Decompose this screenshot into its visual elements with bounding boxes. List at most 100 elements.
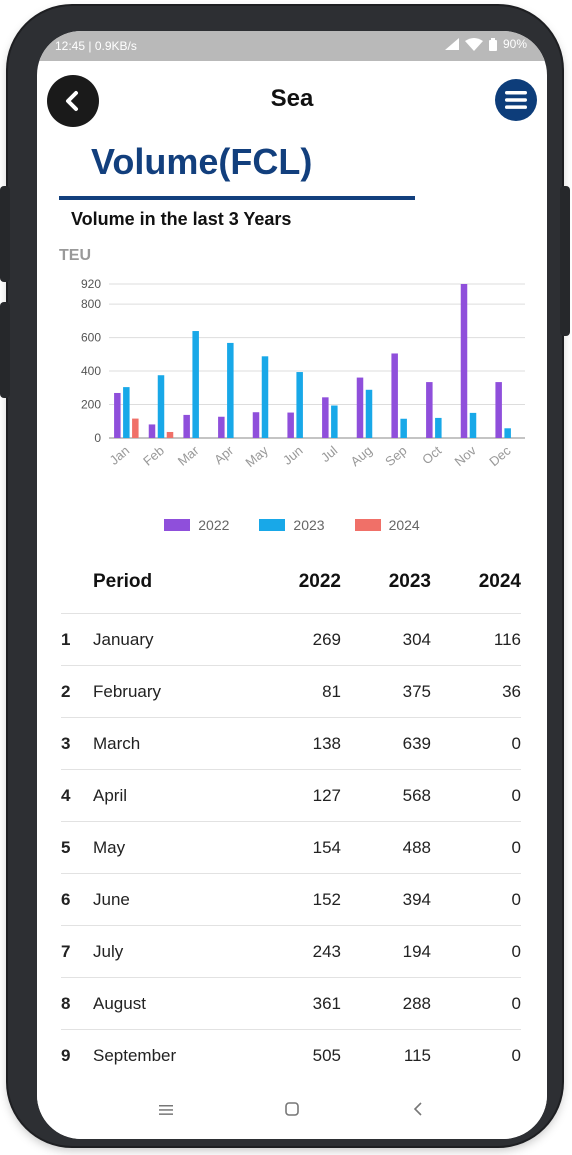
x-tick-label: Feb	[140, 443, 167, 469]
legend-swatch-2023	[259, 519, 286, 531]
battery-icon	[488, 37, 497, 51]
bar-2022	[460, 284, 468, 438]
row-2023: 194	[402, 941, 431, 961]
bar-2022	[426, 382, 433, 438]
header-period: Period	[93, 571, 153, 592]
y-tick-label: 400	[81, 364, 101, 378]
bar-2022	[356, 377, 364, 438]
row-index: 7	[61, 941, 71, 961]
row-period: August	[93, 993, 146, 1013]
row-period: February	[93, 681, 162, 701]
row-period: July	[93, 941, 124, 961]
x-tick-label: Sep	[382, 443, 409, 469]
row-2022: 81	[322, 681, 341, 701]
table-row: 8 August 361 288 0	[61, 978, 521, 1030]
bar-2022	[495, 382, 502, 438]
bar-2022	[322, 397, 329, 438]
status-time: 12:45 | 0.9KB/s	[55, 39, 137, 53]
row-index: 5	[61, 837, 71, 857]
bar-2024	[132, 418, 139, 438]
chevron-left-icon	[66, 91, 78, 111]
row-index: 4	[61, 785, 71, 805]
bar-2023	[227, 342, 234, 438]
bar-2022	[287, 412, 294, 438]
row-2022: 505	[312, 1045, 341, 1065]
x-tick-label: Nov	[452, 442, 480, 469]
nav-back-button[interactable]	[403, 1099, 433, 1122]
table-row: 4 April 127 568 0	[61, 770, 521, 822]
bar-2023	[192, 331, 199, 438]
home-button[interactable]	[277, 1099, 307, 1122]
table-row: 7 July 243 194 0	[61, 926, 521, 978]
row-2024: 116	[493, 629, 521, 649]
chart-title: Volume in the last 3 Years	[71, 209, 292, 229]
y-axis-label: TEU	[59, 247, 91, 264]
table-row: 1 January 269 304 116	[61, 614, 521, 666]
android-nav-bar	[37, 1081, 547, 1139]
legend-item-2023[interactable]: 2023	[259, 517, 325, 533]
heading-underline	[59, 196, 415, 200]
bar-2023	[157, 375, 165, 438]
back-triangle-icon	[413, 1101, 422, 1116]
row-period: May	[93, 837, 126, 857]
row-2023: 394	[402, 889, 431, 909]
x-tick-label: May	[242, 442, 271, 470]
row-period: April	[93, 785, 128, 805]
phone-side-button	[0, 186, 10, 282]
row-2024: 0	[511, 1045, 521, 1065]
legend-swatch-2024	[354, 519, 381, 531]
table-header-row: Period 2022 2023 2024	[61, 551, 521, 614]
chart-legend: 2022 2023 2024	[37, 517, 547, 533]
row-2022: 127	[312, 785, 341, 805]
bar-2022	[114, 392, 121, 438]
phone-frame: 12:45 | 0.9KB/s 90% Sea	[0, 6, 570, 1146]
hamburger-icon	[505, 91, 527, 109]
row-2023: 288	[402, 993, 431, 1013]
wifi-icon	[464, 37, 483, 51]
bar-2023	[400, 418, 407, 438]
row-2022: 269	[312, 629, 341, 649]
recent-apps-button[interactable]	[151, 1099, 181, 1122]
volume-bar-chart: TEU 0 200 400 600 800 920 Jan Feb Mar Apr May Jun Jul…	[59, 247, 525, 470]
row-index: 1	[61, 629, 71, 649]
row-2023: 115	[403, 1045, 431, 1065]
bar-2023	[296, 372, 303, 438]
row-2022: 361	[312, 993, 341, 1013]
row-2022: 154	[312, 837, 341, 857]
row-2023: 304	[402, 629, 431, 649]
bar-2023	[123, 387, 130, 438]
legend-label-2022: 2022	[198, 517, 230, 533]
legend-item-2024[interactable]: 2024	[354, 517, 420, 533]
row-index: 9	[61, 1045, 71, 1065]
battery-level: 90%	[502, 37, 527, 51]
screen: 12:45 | 0.9KB/s 90% Sea	[37, 31, 547, 1139]
bar-2022	[148, 424, 156, 438]
row-2022: 243	[312, 941, 341, 961]
y-tick-label: 800	[81, 297, 101, 311]
row-2024: 0	[511, 837, 521, 857]
back-button[interactable]	[47, 75, 99, 127]
page-title: Sea	[270, 85, 314, 112]
header-2023: 2023	[388, 571, 431, 592]
table-row: 5 May 154 488 0	[61, 822, 521, 874]
legend-item-2022[interactable]: 2022	[164, 517, 229, 533]
bar-2023	[469, 412, 477, 438]
table-row: 6 June 152 394 0	[61, 874, 521, 926]
bar-2022	[183, 414, 190, 438]
table-row: 3 March 138 639 0	[61, 718, 521, 770]
menu-button[interactable]	[495, 79, 537, 121]
row-index: 8	[61, 993, 71, 1013]
legend-swatch-2022	[164, 519, 191, 531]
bar-2023	[435, 417, 442, 438]
y-tick-label: 200	[81, 398, 101, 412]
y-tick-label: 920	[81, 277, 101, 291]
row-period: September	[93, 1045, 177, 1065]
bar-2022	[391, 353, 398, 438]
table-row: 2 February 81 375 36	[61, 666, 521, 718]
bar-2023	[331, 405, 338, 438]
section-heading: Volume(FCL)	[91, 141, 313, 182]
row-2024: 36	[502, 681, 521, 701]
row-2024: 0	[511, 889, 521, 909]
row-2024: 0	[511, 993, 521, 1013]
bar-2022	[252, 412, 260, 438]
